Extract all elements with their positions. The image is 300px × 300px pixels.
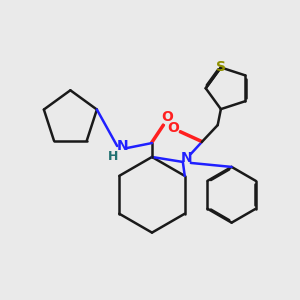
Text: N: N	[181, 151, 193, 165]
Text: O: O	[161, 110, 173, 124]
Text: N: N	[116, 139, 128, 153]
Text: S: S	[216, 61, 226, 74]
Text: O: O	[167, 121, 179, 135]
Text: H: H	[108, 151, 119, 164]
